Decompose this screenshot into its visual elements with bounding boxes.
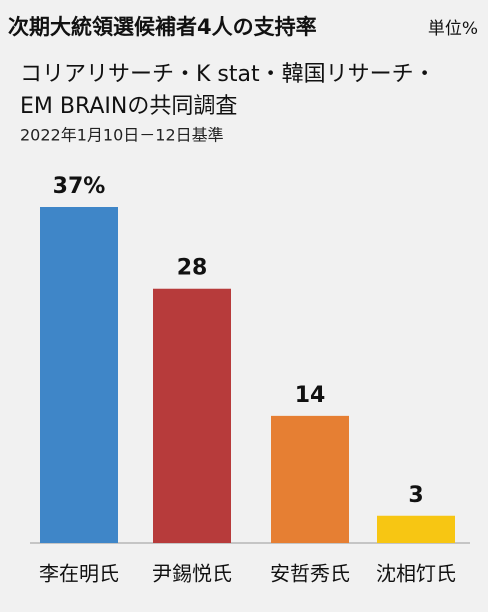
note: 2022年1月10日－12日基準 <box>20 126 224 145</box>
value-label: 3 <box>408 483 423 508</box>
bar <box>271 415 349 543</box>
bar <box>153 288 231 543</box>
value-label: 37% <box>53 174 106 199</box>
x-tick-label: 沈相饤氏 <box>376 562 456 586</box>
subtitle: コリアリサーチ・K stat・韓国リサーチ・ <box>20 62 436 87</box>
unit-label: 単位% <box>428 19 478 39</box>
x-tick-label: 安哲秀氏 <box>270 562 350 586</box>
x-tick-label: 李在明氏 <box>39 562 119 586</box>
x-tick-label: 尹錫悦氏 <box>152 562 232 586</box>
value-label: 28 <box>177 256 208 281</box>
chart-title: 次期大統領選候補者4人の支持率 <box>8 15 317 39</box>
subtitle: EM BRAINの共同調査 <box>20 94 237 119</box>
bar <box>377 515 455 543</box>
bar <box>40 207 118 543</box>
value-label: 14 <box>295 383 326 408</box>
